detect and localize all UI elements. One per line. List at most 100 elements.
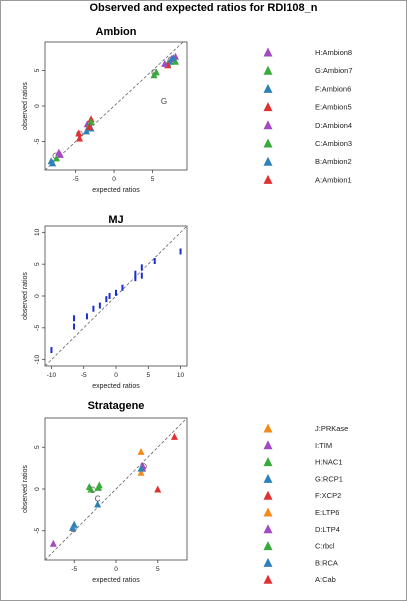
legend-marker-2-7 [263,541,273,551]
data-point-2-7-1 [94,483,102,491]
data-point-1-9 [121,284,124,291]
data-point-2-1-0 [49,539,57,547]
data-point-1-1 [73,315,76,322]
data-point-1-6 [105,296,108,303]
legend-label-2-8: B:RCA [315,558,338,567]
data-point-1-5 [98,302,101,309]
y-tick-label-1-4: 10 [34,228,41,236]
legend-marker-2-2 [263,457,273,467]
x-tick-label-1-3: 5 [146,372,150,379]
data-point-1-4 [92,305,95,312]
x-tick-label-0-2: 5 [151,176,155,183]
data-point-0-5-2 [150,71,158,79]
legend-label-2-2: H:NAC1 [315,458,343,467]
data-point-0-5-1 [171,57,179,65]
annotation-0-0: G [161,97,167,106]
y-tick-label-2-0: -5 [34,527,41,533]
y-tick-label-0-0: -5 [34,138,41,144]
legend-label-2-3: G:RCP1 [315,474,343,483]
data-point-1-2 [73,323,76,330]
legend-marker-0-7 [263,174,273,184]
legend-marker-2-1 [263,440,273,450]
data-point-0-4-0 [161,59,169,67]
legend-marker-2-3 [263,473,273,483]
diagonal-line-0 [44,41,184,171]
legend-marker-0-2 [263,83,273,93]
legend-label-0-3: E:Ambion5 [315,103,352,112]
legend-label-0-0: H:Ambion8 [315,48,352,57]
data-point-1-10 [134,275,137,282]
x-tick-label-2-0: -5 [71,566,77,573]
data-point-2-4-0 [154,485,162,493]
legend-marker-2-9 [263,574,273,584]
data-point-0-7-0 [75,129,83,137]
data-point-1-13 [140,264,143,271]
legend-marker-0-4 [263,120,273,130]
data-point-1-3 [85,313,88,320]
legend-marker-2-5 [263,507,273,517]
diagonal-line-1 [44,225,188,367]
data-point-1-12 [140,272,143,279]
legend-marker-0-3 [263,102,273,112]
x-tick-label-0-0: -5 [73,176,79,183]
data-point-2-7-0 [87,485,95,493]
data-point-2-5-0 [137,468,145,476]
legend-label-2-1: I:TIM [315,441,332,450]
legend-label-0-7: A:Ambion1 [315,175,352,184]
y-axis-label-0: observed ratios [22,82,29,130]
figure-title: Observed and expected ratios for RDI108_… [89,2,318,14]
data-point-2-8-1 [137,464,145,472]
data-point-1-15 [179,248,182,255]
y-axis-label-1: observed ratios [22,272,29,320]
y-axis-label-2: observed ratios [22,465,29,513]
legend-marker-2-4 [263,490,273,500]
data-point-0-1-3 [53,154,61,162]
chart-title-0: Ambion [96,26,137,38]
legend-marker-0-6 [263,156,273,166]
annotation-2-0: C [95,495,101,504]
x-tick-label-2-2: 5 [156,566,160,573]
legend-label-2-6: D:LTP4 [315,525,340,534]
x-tick-label-2-1: 0 [114,566,118,573]
data-point-0-6-1 [82,127,90,135]
x-tick-label-1-2: 0 [114,372,118,379]
legend-label-0-6: B:Ambion2 [315,157,352,166]
legend-marker-0-5 [263,138,273,148]
legend-label-2-0: J:PRKase [315,424,348,433]
y-tick-label-1-2: 0 [34,294,41,298]
y-tick-label-0-2: 5 [34,68,41,72]
x-tick-label-0-1: 0 [112,176,116,183]
data-point-2-8-0 [70,520,78,528]
legend-marker-0-0 [263,47,273,57]
data-point-1-14 [153,258,156,264]
legend-label-0-1: G:Ambion7 [315,66,353,75]
data-point-0-7-1 [86,123,94,131]
y-tick-label-1-1: -5 [34,325,41,331]
data-point-0-3-0 [76,134,84,142]
legend-label-2-9: A:Cab [315,575,336,584]
data-point-2-9-0 [170,432,178,440]
data-point-0-4-1 [55,148,63,156]
x-axis-label-0: expected ratios [92,187,140,194]
legend-label-0-2: F:Ambion6 [315,84,351,93]
y-tick-label-2-2: 5 [34,445,41,449]
data-point-2-3-1 [94,500,102,508]
data-point-2-0-0 [137,447,145,455]
data-point-0-5-0 [87,118,95,126]
y-tick-label-1-3: 5 [34,262,41,266]
data-point-0-6-0 [49,159,57,167]
diagonal-line-2 [44,417,188,561]
legend-marker-2-8 [263,557,273,567]
legend-label-0-4: D:Ambion4 [315,121,352,130]
legend-label-2-5: E:LTP6 [315,508,339,517]
x-tick-label-1-1: -5 [81,372,87,379]
y-tick-label-1-0: -10 [34,355,41,365]
data-point-0-6-2 [169,54,177,62]
plot-box-0 [44,41,188,171]
y-tick-label-0-1: 0 [34,104,41,108]
x-tick-label-1-4: 10 [177,372,185,379]
legend-label-2-4: F:XCP2 [315,491,341,500]
data-point-1-8 [115,289,117,296]
y-tick-label-2-1: 0 [34,487,41,491]
